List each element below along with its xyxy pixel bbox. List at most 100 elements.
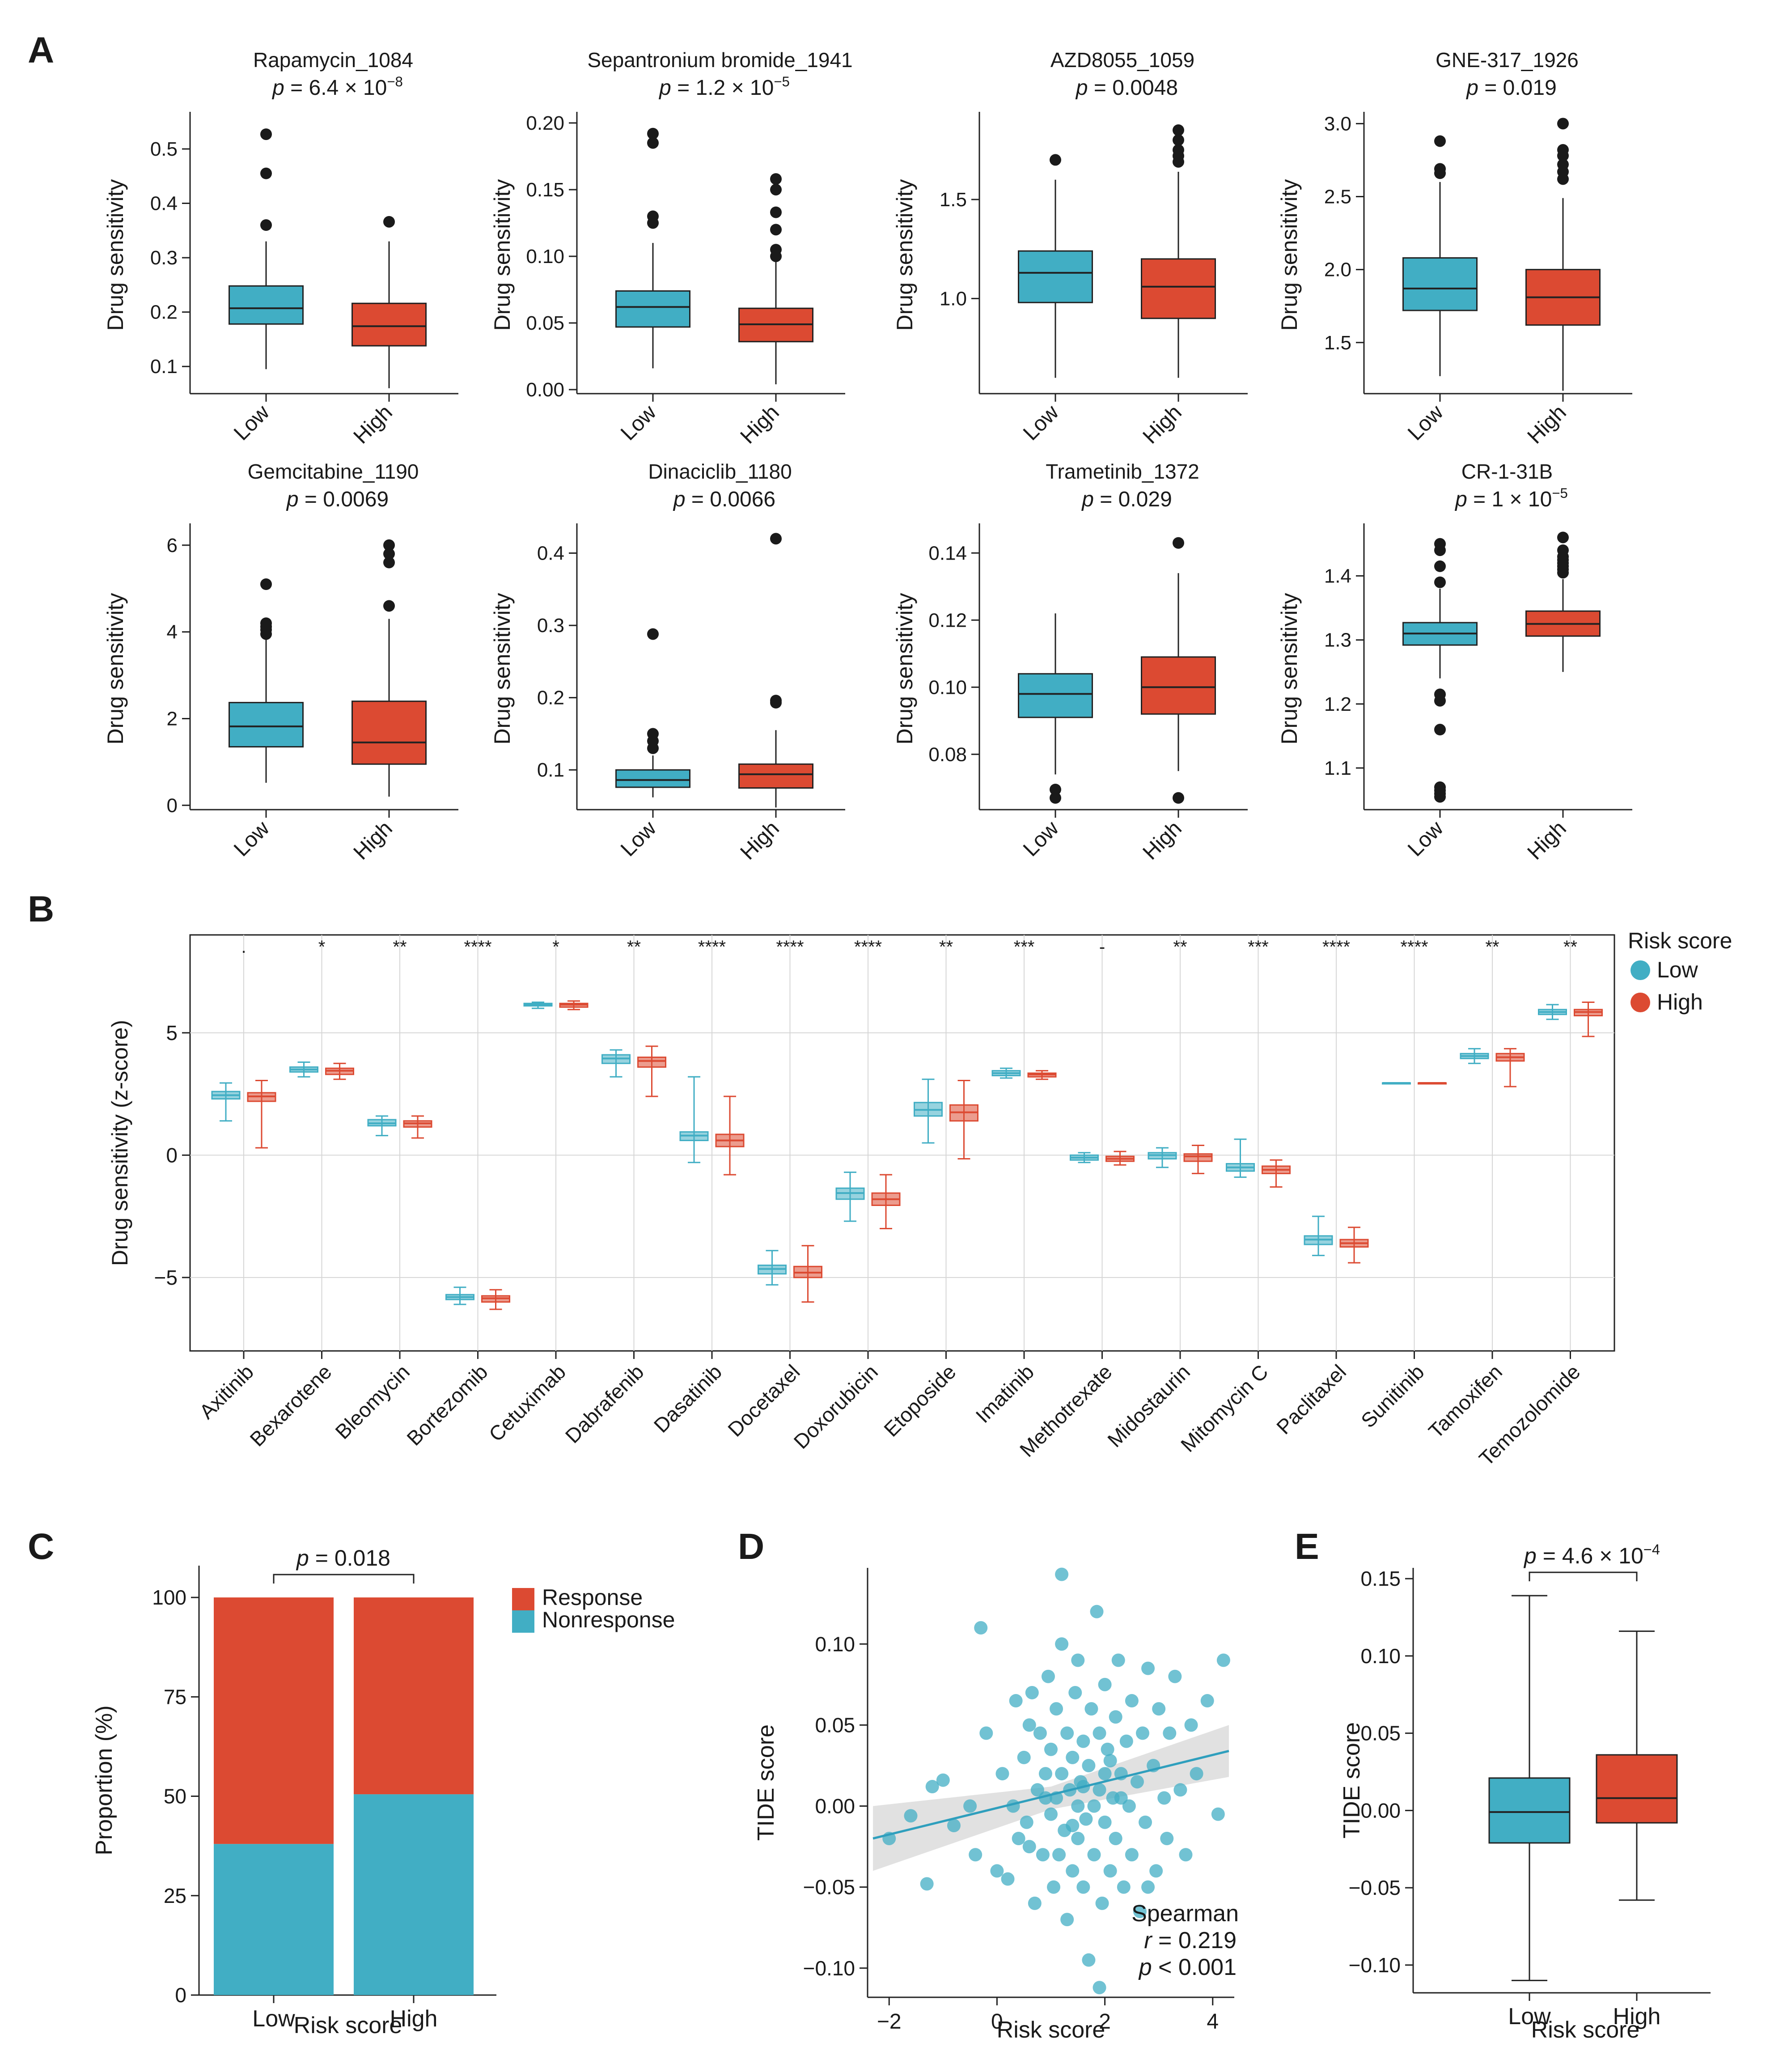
y-tick-label: 0.05 [815, 1713, 855, 1737]
box-high [1141, 124, 1216, 378]
box-low [523, 1001, 553, 1009]
outlier-point [1173, 144, 1184, 156]
scatter-point [1111, 1653, 1125, 1667]
scatter-point [1084, 1702, 1098, 1716]
significance-label: **** [854, 937, 882, 957]
p-symbol: p [1138, 1954, 1152, 1980]
p-equals: = [671, 76, 696, 100]
box-low [229, 128, 304, 369]
outlier-point [1050, 792, 1061, 804]
scatter-point [1055, 1567, 1069, 1581]
box [1141, 258, 1216, 319]
scatter-point [904, 1809, 918, 1823]
y-tick-label: 25 [164, 1884, 186, 1907]
significance-label: **** [698, 937, 726, 957]
scatter-point [1119, 1734, 1133, 1748]
scatter-point [1093, 1726, 1106, 1740]
y-tick-label: 0 [166, 1143, 178, 1167]
x-tick-label: 0 [991, 2010, 1003, 2034]
y-tick-label: 0.05 [1360, 1722, 1401, 1745]
outlier-point [1050, 784, 1061, 795]
scatter-point [1044, 1742, 1058, 1756]
box-high [949, 1080, 978, 1160]
outlier-point [1557, 531, 1569, 543]
box [352, 701, 427, 765]
legend-label-response: Response [542, 1585, 643, 1610]
outlier-point [383, 539, 395, 551]
outlier-point [1434, 688, 1446, 701]
y-tick-label: 1.0 [940, 288, 967, 310]
scatter-point [1190, 1767, 1203, 1781]
y-axis-label: Drug sensitivity [103, 593, 128, 745]
scatter-point [1090, 1605, 1104, 1618]
x-tick-label: High [736, 400, 783, 448]
y-axis-label: Drug sensitivity [490, 179, 515, 331]
legend: Risk score Low High [1628, 928, 1732, 1015]
scatter-point [1028, 1896, 1042, 1910]
panel-a-plot-1: 0.1 0.2 0.3 0.4 0.5 Low High Drug sensitivity Ra… [103, 48, 458, 449]
scatter-point [1200, 1694, 1214, 1708]
y-tick-label: 0.20 [526, 112, 564, 134]
p-value-label: p = 1.2 × 10−5 [658, 74, 790, 100]
p-prefix: p [658, 76, 671, 100]
y-axis-label: Drug sensitivity (z-score) [107, 1020, 132, 1266]
p-value: 0.029 [1118, 488, 1172, 511]
x-tick-label: Low [252, 2006, 295, 2032]
panel-label-b: B [28, 889, 54, 930]
scatter-point [995, 1767, 1009, 1781]
scatter-point [1033, 1726, 1047, 1740]
box-high [325, 1062, 354, 1080]
y-tick-label: 100 [152, 1586, 186, 1609]
scatter-point [925, 1780, 939, 1794]
panel-a-plot-6: 0.1 0.2 0.3 0.4 Low High Drug sensitivity Dinac… [490, 460, 845, 865]
scatter-point [1141, 1661, 1155, 1675]
scatter-point [1041, 1669, 1055, 1683]
legend-label-nonresponse: Nonresponse [542, 1607, 675, 1632]
scatter-point [1050, 1702, 1063, 1716]
plot-title: GNE-317_1926 [1436, 48, 1579, 72]
x-tick-label: Cetuximab [484, 1360, 570, 1446]
x-tick-label: 2 [1099, 2010, 1111, 2034]
y-tick-label: 0.05 [526, 312, 564, 334]
box-high [1105, 1151, 1135, 1166]
y-tick-label: 0.00 [526, 379, 564, 401]
box-low [1018, 613, 1093, 804]
box-low [1148, 1147, 1177, 1168]
box [1183, 1153, 1213, 1162]
outlier-point [1557, 158, 1569, 170]
significance-label: **** [464, 937, 491, 957]
p-value: < 0.001 [1152, 1954, 1237, 1980]
x-axis-label: Risk score [997, 2017, 1105, 2043]
outlier-point [383, 600, 395, 612]
x-tick-label: Low [1508, 2004, 1551, 2030]
x-tick-label: Bleomycin [330, 1360, 414, 1444]
scatter-point [974, 1621, 988, 1635]
p-symbol: p [296, 1546, 309, 1571]
scatter-point [1001, 1872, 1015, 1886]
y-tick-label: 0.1 [150, 356, 178, 378]
p-value-label: p = 0.019 [1465, 76, 1557, 100]
scatter-point [1009, 1694, 1023, 1708]
y-tick-label: 6 [167, 535, 178, 556]
box-high [1141, 537, 1216, 804]
box-low [615, 628, 690, 798]
p-value-label: p = 1 × 10−5 [1454, 485, 1568, 511]
significance-label: * [552, 937, 559, 957]
y-tick-label: 0.2 [150, 301, 178, 323]
y-tick-label: 2.0 [1324, 259, 1351, 281]
scatter-point [936, 1773, 950, 1787]
y-axis-label: Proportion (%) [91, 1705, 117, 1855]
outlier-point [647, 728, 659, 740]
p-prefix: p [1454, 488, 1467, 511]
scatter-point [1098, 1815, 1112, 1829]
p-exponent: −5 [1552, 485, 1568, 501]
x-tick-label: Axitinib [195, 1360, 258, 1423]
p-prefix: p [286, 488, 299, 511]
p-equals: = [1094, 488, 1118, 511]
p-prefix: p [1075, 76, 1088, 100]
panel-a-plot-4: 1.5 2.0 2.5 3.0 Low High Drug sensitivity GNE-3… [1277, 48, 1632, 449]
scatter-point [1022, 1840, 1036, 1854]
box-low [229, 578, 304, 783]
outlier-point [1173, 124, 1184, 136]
box [229, 702, 304, 747]
